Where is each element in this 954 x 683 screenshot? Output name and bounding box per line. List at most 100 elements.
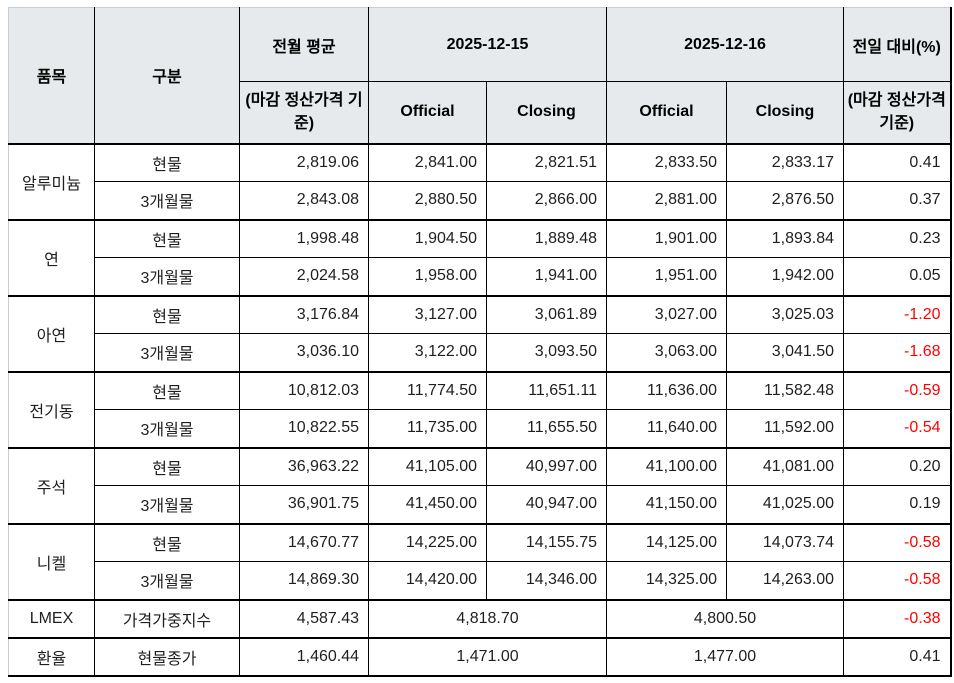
d1-merged-cell: 1,471.00 bbox=[368, 636, 607, 677]
header-d2-closing: Closing bbox=[726, 81, 844, 144]
d2-official-cell: 1,901.00 bbox=[606, 218, 727, 258]
d2-official-cell: 3,063.00 bbox=[606, 333, 727, 372]
d1-official-cell: 11,774.50 bbox=[368, 370, 487, 410]
d2-closing-cell: 2,833.17 bbox=[726, 142, 844, 182]
d1-closing-cell: 1,889.48 bbox=[486, 218, 607, 258]
header-date1: 2025-12-15 bbox=[368, 7, 607, 82]
table-row: 3개월물 2,024.58 1,958.00 1,941.00 1,951.00… bbox=[9, 257, 952, 296]
change-cell: 0.41 bbox=[843, 142, 952, 182]
prev-avg-cell: 14,670.77 bbox=[239, 522, 369, 562]
table-row: 3개월물 2,843.08 2,880.50 2,866.00 2,881.00… bbox=[9, 181, 952, 220]
d2-official-cell: 11,636.00 bbox=[606, 370, 727, 410]
category-cell: 현물종가 bbox=[94, 636, 240, 677]
d2-official-cell: 3,027.00 bbox=[606, 294, 727, 334]
change-cell: -0.58 bbox=[843, 561, 952, 600]
header-d1-closing: Closing bbox=[486, 81, 607, 144]
header-item: 품목 bbox=[8, 7, 95, 144]
d2-merged-cell: 1,477.00 bbox=[606, 636, 844, 677]
header-prev-avg-sub: (마감 정산가격 기준) bbox=[239, 81, 369, 144]
d1-official-cell: 3,122.00 bbox=[368, 333, 487, 372]
item-cell: 니켈 bbox=[8, 522, 95, 600]
d1-closing-cell: 1,941.00 bbox=[486, 257, 607, 296]
item-cell: LMEX bbox=[8, 598, 95, 638]
prev-avg-cell: 3,036.10 bbox=[239, 333, 369, 372]
d1-official-cell: 1,958.00 bbox=[368, 257, 487, 296]
d2-closing-cell: 3,041.50 bbox=[726, 333, 844, 372]
d1-closing-cell: 11,651.11 bbox=[486, 370, 607, 410]
d1-closing-cell: 40,997.00 bbox=[486, 446, 607, 486]
table-row: 환율 현물종가 1,460.44 1,471.00 1,477.00 0.41 bbox=[8, 636, 952, 677]
d2-official-cell: 14,325.00 bbox=[606, 561, 727, 600]
d1-closing-cell: 3,093.50 bbox=[486, 333, 607, 372]
category-cell: 3개월물 bbox=[94, 409, 240, 448]
header-change: 전일 대비(%) bbox=[843, 7, 952, 82]
d1-closing-cell: 2,821.51 bbox=[486, 142, 607, 182]
d2-closing-cell: 2,876.50 bbox=[726, 181, 844, 220]
d2-official-cell: 41,100.00 bbox=[606, 446, 727, 486]
d2-closing-cell: 41,081.00 bbox=[726, 446, 844, 486]
category-cell: 3개월물 bbox=[94, 257, 240, 296]
category-cell: 3개월물 bbox=[94, 485, 240, 524]
d1-official-cell: 11,735.00 bbox=[368, 409, 487, 448]
table-row: 주석 현물 36,963.22 41,105.00 40,997.00 41,1… bbox=[8, 446, 952, 524]
category-cell: 현물 bbox=[94, 446, 240, 486]
item-cell: 연 bbox=[8, 218, 95, 296]
table-row: 아연 현물 3,176.84 3,127.00 3,061.89 3,027.0… bbox=[8, 294, 952, 372]
d1-official-cell: 3,127.00 bbox=[368, 294, 487, 334]
category-cell: 현물 bbox=[94, 522, 240, 562]
change-cell: -0.59 bbox=[843, 370, 952, 410]
d1-closing-cell: 40,947.00 bbox=[486, 485, 607, 524]
d2-official-cell: 41,150.00 bbox=[606, 485, 727, 524]
d2-official-cell: 14,125.00 bbox=[606, 522, 727, 562]
table-row: 3개월물 14,869.30 14,420.00 14,346.00 14,32… bbox=[9, 561, 952, 600]
d1-official-cell: 2,880.50 bbox=[368, 181, 487, 220]
d2-closing-cell: 3,025.03 bbox=[726, 294, 844, 334]
change-cell: -0.54 bbox=[843, 409, 952, 448]
category-cell: 가격가중지수 bbox=[94, 598, 240, 638]
d2-closing-cell: 11,582.48 bbox=[726, 370, 844, 410]
category-cell: 3개월물 bbox=[94, 561, 240, 600]
d1-official-cell: 41,105.00 bbox=[368, 446, 487, 486]
header-d2-official: Official bbox=[606, 81, 727, 144]
prev-avg-cell: 4,587.43 bbox=[239, 598, 369, 638]
prev-avg-cell: 10,812.03 bbox=[239, 370, 369, 410]
d2-official-cell: 2,881.00 bbox=[606, 181, 727, 220]
d1-official-cell: 2,841.00 bbox=[368, 142, 487, 182]
d1-official-cell: 1,904.50 bbox=[368, 218, 487, 258]
d2-official-cell: 1,951.00 bbox=[606, 257, 727, 296]
d2-closing-cell: 14,073.74 bbox=[726, 522, 844, 562]
d2-closing-cell: 1,893.84 bbox=[726, 218, 844, 258]
prev-avg-cell: 2,024.58 bbox=[239, 257, 369, 296]
table-row: 3개월물 36,901.75 41,450.00 40,947.00 41,15… bbox=[9, 485, 952, 524]
item-cell: 환율 bbox=[8, 636, 95, 677]
d2-closing-cell: 1,942.00 bbox=[726, 257, 844, 296]
d2-official-cell: 11,640.00 bbox=[606, 409, 727, 448]
category-cell: 3개월물 bbox=[94, 333, 240, 372]
change-cell: -0.38 bbox=[843, 598, 952, 638]
d1-official-cell: 14,225.00 bbox=[368, 522, 487, 562]
header-change-sub: (마감 정산가격 기준) bbox=[843, 81, 952, 144]
metal-price-table: 품목 구분 전월 평균 2025-12-15 2025-12-16 전일 대비(… bbox=[8, 7, 952, 677]
table-row: 3개월물 10,822.55 11,735.00 11,655.50 11,64… bbox=[9, 409, 952, 448]
prev-avg-cell: 36,963.22 bbox=[239, 446, 369, 486]
change-cell: -0.58 bbox=[843, 522, 952, 562]
item-cell: 전기동 bbox=[8, 370, 95, 448]
table-row: 알루미늄 현물 2,819.06 2,841.00 2,821.51 2,833… bbox=[8, 142, 952, 220]
change-cell: 0.37 bbox=[843, 181, 952, 220]
change-cell: 0.20 bbox=[843, 446, 952, 486]
category-cell: 3개월물 bbox=[94, 181, 240, 220]
category-cell: 현물 bbox=[94, 294, 240, 334]
header-d1-official: Official bbox=[368, 81, 487, 144]
category-cell: 현물 bbox=[94, 370, 240, 410]
header-category: 구분 bbox=[94, 7, 240, 144]
d2-merged-cell: 4,800.50 bbox=[606, 598, 844, 638]
item-cell: 아연 bbox=[8, 294, 95, 372]
table-row: 니켈 현물 14,670.77 14,225.00 14,155.75 14,1… bbox=[8, 522, 952, 600]
prev-avg-cell: 2,819.06 bbox=[239, 142, 369, 182]
item-cell: 주석 bbox=[8, 446, 95, 524]
change-cell: 0.19 bbox=[843, 485, 952, 524]
change-cell: -1.68 bbox=[843, 333, 952, 372]
change-cell: 0.41 bbox=[843, 636, 952, 677]
header-prev-avg: 전월 평균 bbox=[239, 7, 369, 82]
prev-avg-cell: 36,901.75 bbox=[239, 485, 369, 524]
